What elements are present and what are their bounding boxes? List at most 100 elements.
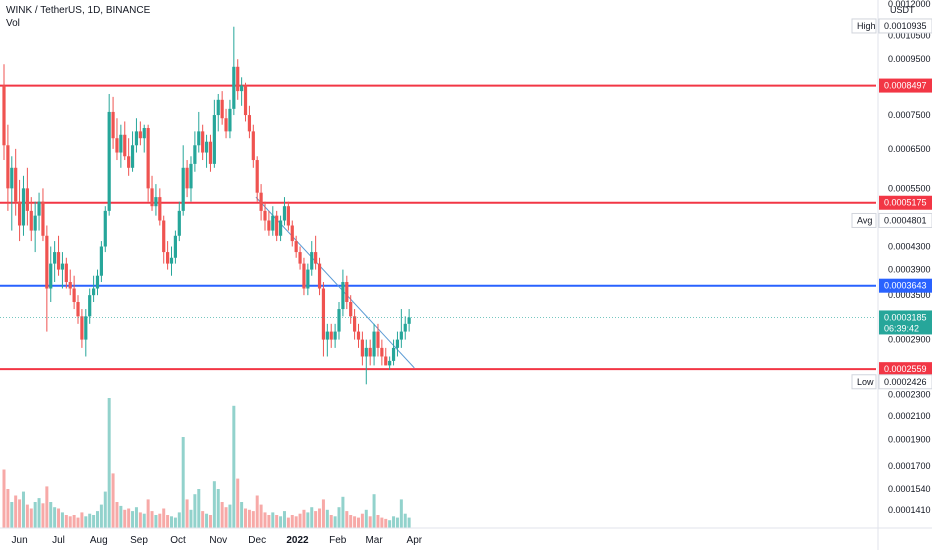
candle-body bbox=[302, 263, 306, 289]
volume-bar bbox=[302, 509, 306, 528]
volume-bar bbox=[53, 507, 57, 528]
time-axis[interactable]: Jun Jul Aug Sep Oct Nov Dec 2022 Feb Mar Apr bbox=[0, 527, 932, 546]
trendline-line[interactable] bbox=[255, 196, 415, 369]
candle-body bbox=[173, 235, 178, 258]
candle-body bbox=[56, 252, 61, 270]
low-value-tag bbox=[878, 374, 932, 390]
volume-bar bbox=[181, 437, 185, 528]
volume-bar bbox=[298, 513, 302, 528]
candle-body bbox=[325, 331, 329, 340]
volume-bar bbox=[6, 489, 10, 528]
candle-body bbox=[185, 167, 189, 189]
candle-body bbox=[119, 134, 123, 153]
candle-body bbox=[333, 331, 337, 340]
candle-body bbox=[345, 282, 349, 303]
volume-bar bbox=[384, 518, 388, 528]
candle-body bbox=[99, 246, 103, 276]
time-tick-label: 2022 bbox=[286, 535, 309, 546]
candle-body bbox=[298, 252, 302, 264]
countdown-label: 06:39:42 bbox=[884, 323, 919, 333]
volume-bar bbox=[201, 511, 205, 528]
candle-body bbox=[356, 331, 361, 340]
volume-bar bbox=[41, 503, 45, 528]
volume-bar bbox=[68, 516, 72, 528]
candle-body bbox=[41, 201, 45, 236]
currency-label: USDT bbox=[890, 5, 915, 15]
candle-body bbox=[204, 141, 209, 153]
volume-bar bbox=[232, 405, 236, 528]
candle-body bbox=[368, 347, 372, 357]
candle-body bbox=[240, 85, 244, 92]
candle-body bbox=[321, 288, 326, 340]
volume-bar bbox=[318, 508, 322, 528]
volume-bar bbox=[193, 494, 197, 528]
volume-bars bbox=[2, 398, 411, 528]
candle-body bbox=[407, 317, 411, 324]
volume-bar bbox=[2, 469, 6, 528]
price-tick-label: 0.0001540 bbox=[888, 484, 931, 494]
candle-body bbox=[45, 235, 49, 289]
level-tag-label: 0.0003643 bbox=[884, 281, 927, 291]
level-tag bbox=[879, 278, 932, 293]
avg-tag bbox=[851, 212, 877, 228]
volume-bar bbox=[111, 473, 115, 528]
price-tick-label: 0.0012000 bbox=[888, 0, 931, 9]
horizontal-levels[interactable] bbox=[0, 84, 876, 371]
candle-body bbox=[259, 192, 263, 211]
volume-bar bbox=[10, 502, 14, 528]
candle-body bbox=[314, 252, 318, 264]
candle-body bbox=[376, 331, 380, 348]
candle-body bbox=[76, 302, 80, 317]
volume-bar bbox=[80, 512, 84, 528]
candle-body bbox=[154, 197, 158, 207]
trendline[interactable] bbox=[255, 196, 415, 369]
candle-body bbox=[243, 85, 248, 116]
candle-body bbox=[88, 295, 92, 317]
candle-body bbox=[380, 347, 384, 357]
volume-bar bbox=[279, 516, 283, 528]
volume-bar bbox=[208, 515, 212, 528]
symbol-title[interactable]: WINK / TetherUS, 1D, BINANCE bbox=[6, 5, 151, 16]
candle-body bbox=[275, 215, 279, 236]
candle-body bbox=[208, 141, 213, 164]
volume-indicator-label[interactable]: Vol bbox=[6, 18, 20, 29]
volume-bar bbox=[25, 504, 29, 528]
volume-bar bbox=[395, 517, 399, 528]
volume-bar bbox=[251, 511, 255, 528]
time-tick-label: Feb bbox=[329, 535, 347, 546]
volume-bar bbox=[127, 508, 131, 528]
price-tick-label: 0.0006500 bbox=[888, 144, 931, 154]
candle-body bbox=[142, 128, 146, 139]
candle-body bbox=[388, 360, 392, 366]
candle-body bbox=[236, 66, 240, 92]
price-tick-label: 0.0003900 bbox=[888, 265, 931, 275]
candle-body bbox=[360, 339, 364, 357]
volume-bar bbox=[88, 513, 92, 528]
candle-body bbox=[267, 220, 271, 231]
candle-body bbox=[29, 210, 33, 231]
high-tag-label: High bbox=[857, 21, 876, 31]
volume-bar bbox=[306, 512, 310, 528]
volume-bar bbox=[263, 512, 267, 528]
price-tick-label: 0.0010500 bbox=[888, 31, 931, 41]
candle-body bbox=[364, 347, 368, 357]
volume-bar bbox=[92, 515, 96, 528]
candle-body bbox=[107, 111, 111, 211]
level-tag bbox=[879, 195, 932, 210]
candle-body bbox=[49, 263, 53, 289]
volume-bar bbox=[403, 513, 407, 528]
time-tick-label: Jul bbox=[52, 535, 65, 546]
volume-bar bbox=[197, 489, 201, 528]
level-tag bbox=[879, 362, 932, 377]
candle-body bbox=[201, 131, 205, 153]
candle-body bbox=[72, 288, 76, 303]
time-tick-label: Nov bbox=[209, 535, 227, 546]
volume-bar bbox=[271, 512, 275, 528]
candle-body bbox=[337, 309, 341, 332]
avg-value-tag bbox=[878, 212, 932, 228]
volume-bar bbox=[240, 502, 244, 528]
candle-body bbox=[68, 282, 72, 289]
volume-bar bbox=[220, 502, 224, 528]
